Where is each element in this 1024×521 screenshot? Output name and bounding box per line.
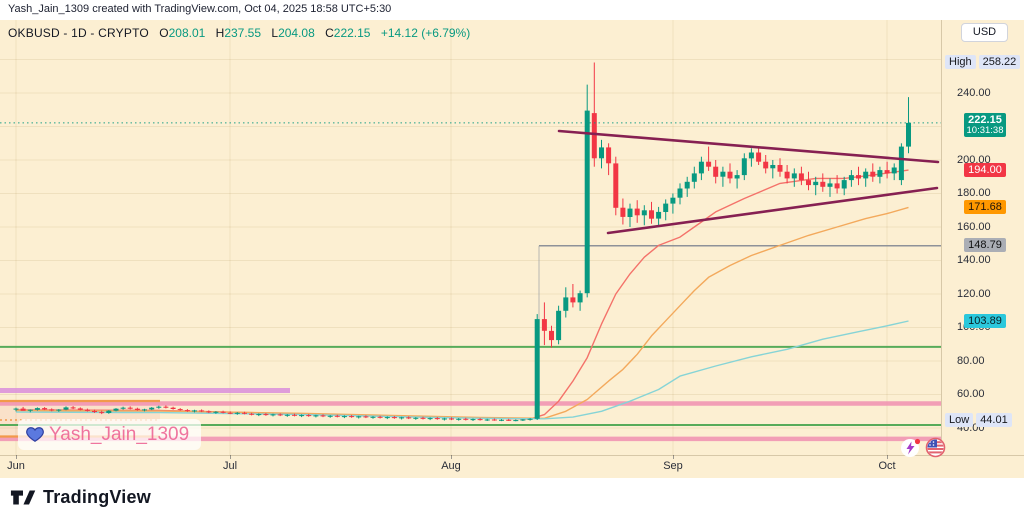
time-axis-tick [887,455,888,459]
change-value: +14.12 (+6.79%) [380,26,471,40]
price-tick-label: 160.00 [957,220,991,233]
currency-toggle-button[interactable]: USD [961,23,1008,42]
low-marker: Low 44.01 [945,413,1012,428]
high-marker-label: High [945,54,976,69]
time-axis-label: Jul [222,460,238,472]
low-marker-label: Low [945,413,974,428]
low-marker-value: 44.01 [976,413,1012,428]
price-tick-label: 80.00 [957,354,985,367]
time-axis-label: Jun [7,460,25,472]
price-tick-label: 60.00 [957,388,985,400]
symbol-legend: OKBUSD - 1D - CRYPTO O208.01 H237.55 L20… [8,26,470,40]
high-marker-value: 258.22 [978,54,1021,69]
time-axis-label: Aug [441,460,461,472]
bar-countdown: 10:31:38 [966,124,1004,136]
heart-icon [26,427,44,442]
price-tick-label: 140.00 [957,254,991,266]
high-value: 237.55 [224,26,262,40]
low-value: 204.08 [278,26,315,40]
price-tick-label: 120.00 [957,287,991,300]
price-axis-border [941,20,942,455]
tradingview-logo-icon [10,490,36,505]
price-tick-label: 180.00 [957,187,991,199]
attribution-text: Yash_Jain_1309 created with TradingView.… [8,3,392,15]
open-label: O [159,26,169,40]
author-watermark: Yash_Jain_1309 [18,419,202,450]
high-label: H [215,26,225,40]
tradingview-logo[interactable]: TradingView [10,487,151,508]
time-axis-border [0,455,1024,456]
price-badge-level: 148.79 [964,238,1006,253]
close-label: C [325,26,334,40]
price-tick-label: 240.00 [957,86,991,99]
high-marker: High 258.22 [945,54,1021,69]
time-axis-tick [230,455,231,459]
symbol-title: OKBUSD - 1D - CRYPTO [8,26,149,40]
time-axis-label: Oct [878,460,896,472]
time-axis-tick [16,455,17,459]
time-axis-tick [451,455,452,459]
flag-reaction-button[interactable] [925,437,946,458]
price-badge-ma-slow: 103.89 [964,313,1006,328]
candlestick-chart[interactable] [0,20,941,455]
price-badge-last-price: 222.15 10:31:38 [964,112,1006,137]
flag-icon [925,437,946,458]
watermark-text: Yash_Jain_1309 [49,423,190,445]
notification-dot [914,438,921,445]
time-axis-tick [673,455,674,459]
close-value: 222.15 [333,26,371,40]
price-badge-ma-mid: 171.68 [964,199,1006,214]
lightning-icon [906,441,915,455]
price-tick-label: 200.00 [957,153,991,166]
price-badge-ma-fast: 194.00 [964,162,1006,177]
time-axis-label: Sep [663,460,683,472]
footer: TradingView [0,478,1024,521]
open-value: 208.01 [168,26,206,40]
boost-reaction-button[interactable] [900,437,921,458]
low-label: L [271,26,279,40]
tradingview-logo-text: TradingView [43,487,151,507]
chart-area: OKBUSD - 1D - CRYPTO O208.01 H237.55 L20… [0,20,1024,478]
